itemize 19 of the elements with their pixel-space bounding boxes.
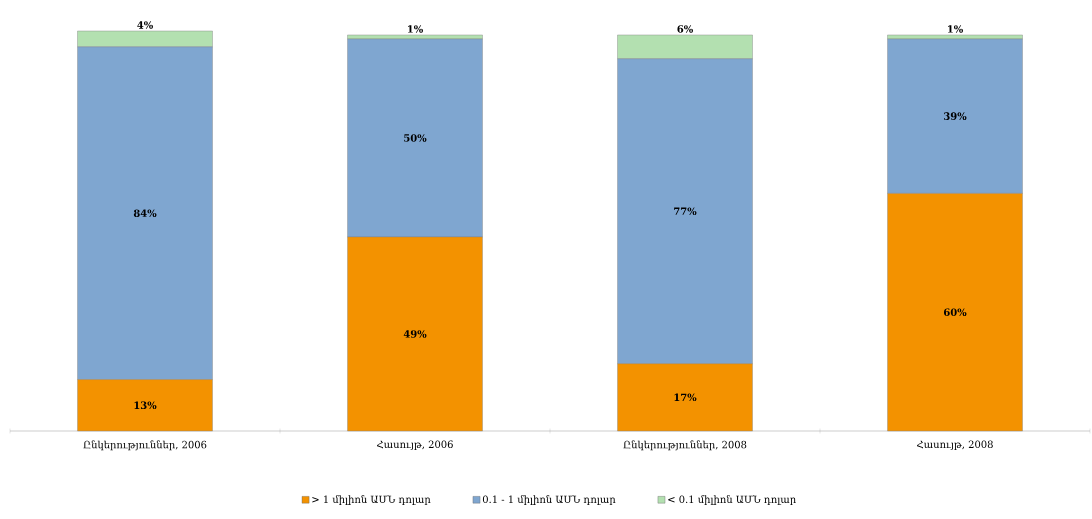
legend-label: < 0.1 միլիոն ԱՄՆ դոլար bbox=[668, 495, 796, 505]
data-label: 60% bbox=[943, 308, 967, 316]
data-label: 13% bbox=[134, 401, 157, 410]
data-label: 1% bbox=[948, 25, 963, 33]
data-label: 39% bbox=[944, 112, 967, 120]
data-label: 6% bbox=[677, 25, 693, 33]
data-label: 84% bbox=[133, 209, 157, 217]
x-tick-label: Ընկերություններ, 2008 bbox=[623, 440, 747, 451]
data-label: 77% bbox=[674, 207, 697, 215]
x-tick-label: Հասույթ, 2008 bbox=[917, 440, 993, 450]
data-label: 50% bbox=[404, 134, 427, 142]
legend-label: 0.1 - 1 միլիոն ԱՄՆ դոլար bbox=[482, 495, 616, 505]
data-label: 17% bbox=[674, 393, 697, 402]
data-label: 1% bbox=[408, 25, 423, 33]
legend-label: > 1 միլիոն ԱՄՆ դոլար bbox=[312, 495, 431, 505]
x-tick-label: Հասույթ, 2006 bbox=[377, 440, 453, 450]
data-label: 4% bbox=[137, 21, 153, 29]
data-label: 49% bbox=[403, 330, 427, 338]
x-tick-label: Ընկերություններ, 2006 bbox=[83, 440, 207, 451]
